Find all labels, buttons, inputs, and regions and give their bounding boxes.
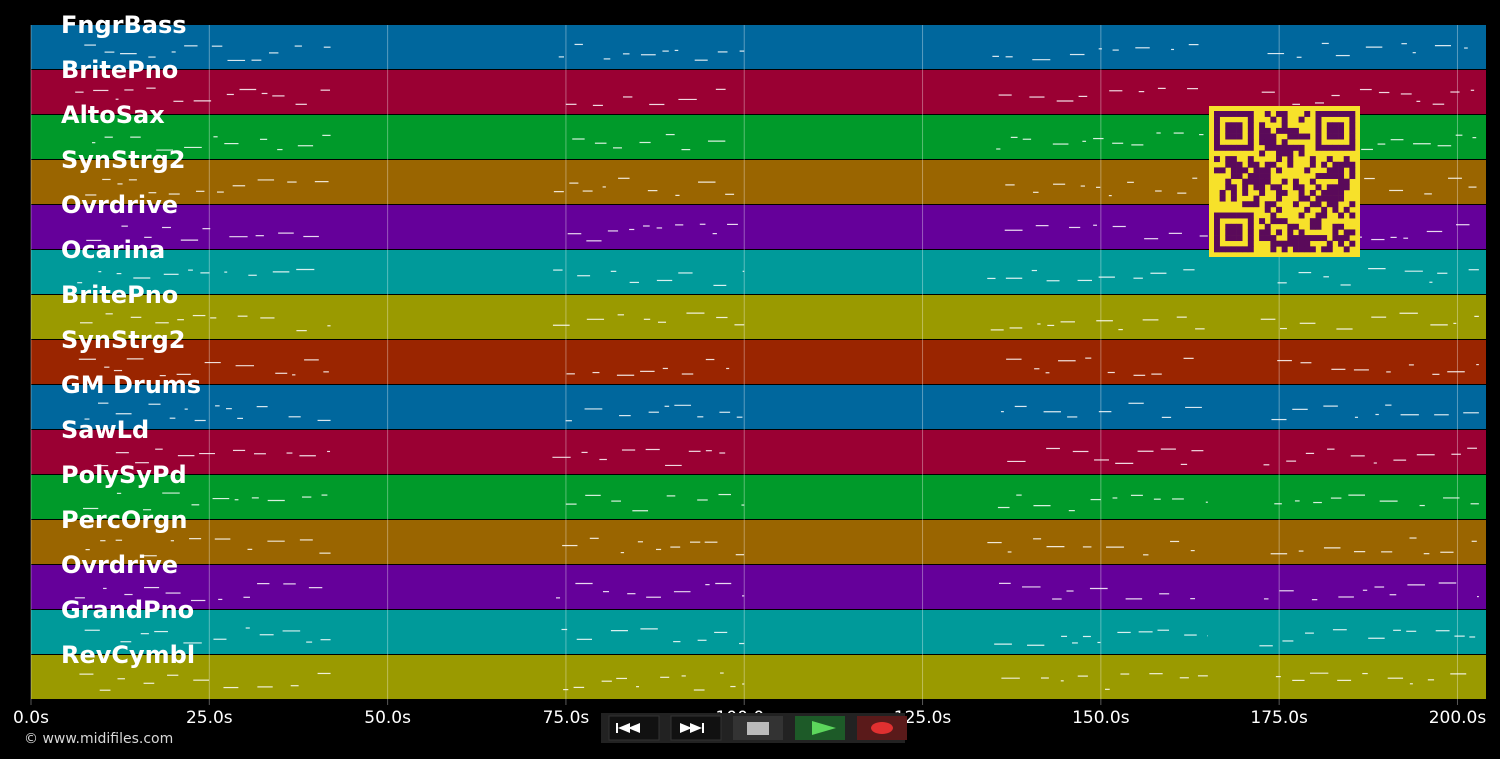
- track-label: PolySyPd: [61, 461, 187, 489]
- note-marks: [77, 268, 1479, 287]
- record-button[interactable]: [856, 715, 908, 741]
- track-label: BritePno: [61, 56, 179, 84]
- track-label: FngrBass: [61, 11, 187, 39]
- track-label: AltoSax: [61, 101, 165, 129]
- fast-forward-button[interactable]: [670, 715, 722, 741]
- track-label: SynStrg2: [61, 326, 186, 354]
- play-icon: [795, 716, 845, 740]
- x-tick-label: 200.0s: [1428, 708, 1487, 728]
- note-marks: [79, 312, 1479, 332]
- track-band: [31, 520, 1486, 564]
- track-label: Ovrdrive: [61, 191, 179, 219]
- track-band: [31, 385, 1486, 429]
- note-marks: [93, 447, 1477, 467]
- track-band: [31, 655, 1486, 699]
- note-marks: [84, 42, 1468, 62]
- stop-icon: [733, 716, 783, 740]
- rewind-icon: [608, 715, 660, 741]
- rewind-button[interactable]: [608, 715, 660, 741]
- track-band: [31, 565, 1486, 609]
- track-label: BritePno: [61, 281, 179, 309]
- copyright-text: © www.midifiles.com: [24, 731, 174, 747]
- fast-forward-icon: [670, 715, 722, 741]
- track-label: PercOrgn: [61, 506, 188, 534]
- note-marks: [84, 627, 1476, 647]
- note-marks: [85, 537, 1477, 557]
- note-marks: [74, 582, 1479, 602]
- track-band: [31, 610, 1486, 654]
- track-band: [31, 430, 1486, 474]
- track-label: GM Drums: [61, 371, 202, 399]
- track-band: [31, 475, 1486, 519]
- track-label: GrandPno: [61, 596, 195, 624]
- x-tick-label: 175.0s: [1250, 708, 1308, 728]
- x-tick-label: 150.0s: [1072, 708, 1130, 728]
- x-tick-label: 25.0s: [185, 708, 233, 728]
- track-label: Ovrdrive: [61, 551, 179, 579]
- x-tick-label: 125.0s: [893, 708, 952, 728]
- track-band: [31, 340, 1486, 384]
- note-marks: [78, 357, 1479, 377]
- track-label: Ocarina: [61, 236, 166, 264]
- x-tick-label: 0.0s: [13, 708, 49, 728]
- track-band: [31, 25, 1486, 69]
- note-marks: [83, 492, 1479, 512]
- note-marks: [75, 87, 1475, 107]
- track-label: SawLd: [61, 416, 150, 444]
- qr-code: [1209, 106, 1360, 257]
- transport-controls: [601, 713, 908, 743]
- note-marks: [79, 672, 1467, 691]
- track-band: [31, 295, 1486, 339]
- x-tick-label: 75.0s: [542, 708, 590, 728]
- note-marks: [84, 402, 1479, 422]
- stop-button[interactable]: [732, 715, 784, 741]
- x-tick-label: 50.0s: [364, 708, 411, 728]
- track-label: SynStrg2: [61, 146, 186, 174]
- record-icon: [857, 716, 907, 740]
- play-button[interactable]: [794, 715, 846, 741]
- track-label: RevCymbl: [61, 641, 196, 669]
